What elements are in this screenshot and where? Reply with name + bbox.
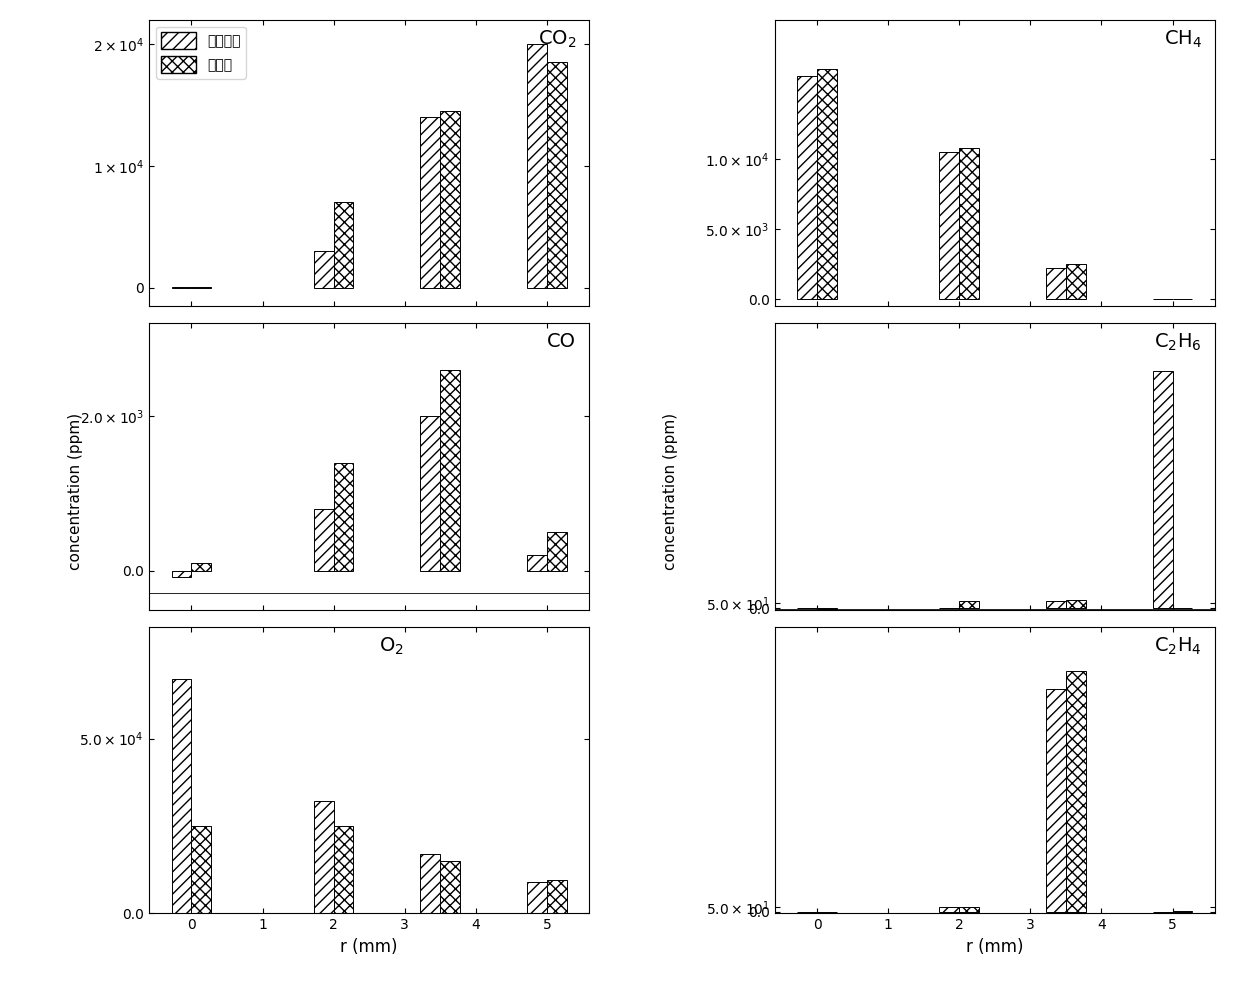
Bar bbox=[171, 680, 191, 913]
X-axis label: r (mm): r (mm) bbox=[341, 938, 398, 955]
Bar bbox=[527, 556, 547, 571]
Text: O$_2$: O$_2$ bbox=[378, 635, 403, 657]
Text: C$_2$H$_4$: C$_2$H$_4$ bbox=[1154, 635, 1202, 657]
Bar bbox=[440, 111, 460, 288]
Text: C$_2$H$_6$: C$_2$H$_6$ bbox=[1154, 332, 1202, 354]
Bar bbox=[191, 287, 211, 288]
X-axis label: r (mm): r (mm) bbox=[966, 938, 1023, 955]
Legend: 未加煤粉, 加煤粉: 未加煤粉, 加煤粉 bbox=[156, 27, 247, 79]
Bar bbox=[191, 564, 211, 571]
Text: CO: CO bbox=[547, 332, 577, 351]
Bar bbox=[1066, 672, 1086, 912]
Bar bbox=[1066, 264, 1086, 300]
Bar bbox=[1047, 601, 1066, 608]
Bar bbox=[420, 117, 440, 288]
Bar bbox=[420, 416, 440, 571]
Bar bbox=[420, 854, 440, 913]
Bar bbox=[1047, 689, 1066, 912]
Bar bbox=[191, 826, 211, 913]
Bar bbox=[1066, 600, 1086, 608]
Bar bbox=[527, 44, 547, 288]
Bar bbox=[940, 907, 960, 912]
Bar bbox=[171, 571, 191, 577]
Bar bbox=[817, 69, 837, 300]
Bar bbox=[314, 801, 334, 913]
Bar bbox=[334, 463, 353, 571]
Bar bbox=[547, 880, 567, 913]
Text: concentration (ppm): concentration (ppm) bbox=[68, 412, 83, 570]
Text: CO$_2$: CO$_2$ bbox=[538, 28, 577, 49]
Bar bbox=[334, 826, 353, 913]
Bar bbox=[547, 532, 567, 571]
Bar bbox=[314, 509, 334, 571]
Bar bbox=[1153, 371, 1173, 608]
Bar bbox=[314, 251, 334, 288]
Bar bbox=[960, 906, 980, 912]
Bar bbox=[960, 148, 980, 300]
Bar bbox=[440, 861, 460, 913]
Bar bbox=[527, 882, 547, 913]
Text: CH$_4$: CH$_4$ bbox=[1163, 28, 1202, 49]
Bar bbox=[960, 601, 980, 608]
Bar bbox=[1047, 268, 1066, 300]
Bar bbox=[440, 369, 460, 571]
Bar bbox=[547, 62, 567, 288]
Bar bbox=[797, 76, 817, 300]
Text: concentration (ppm): concentration (ppm) bbox=[663, 412, 678, 570]
Bar bbox=[334, 202, 353, 288]
Bar bbox=[940, 152, 960, 300]
